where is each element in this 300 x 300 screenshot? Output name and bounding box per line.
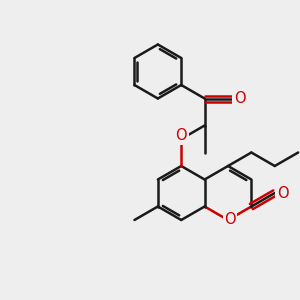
Text: O: O: [176, 128, 187, 143]
Text: O: O: [277, 185, 289, 200]
Text: O: O: [224, 212, 236, 227]
Text: O: O: [234, 91, 245, 106]
